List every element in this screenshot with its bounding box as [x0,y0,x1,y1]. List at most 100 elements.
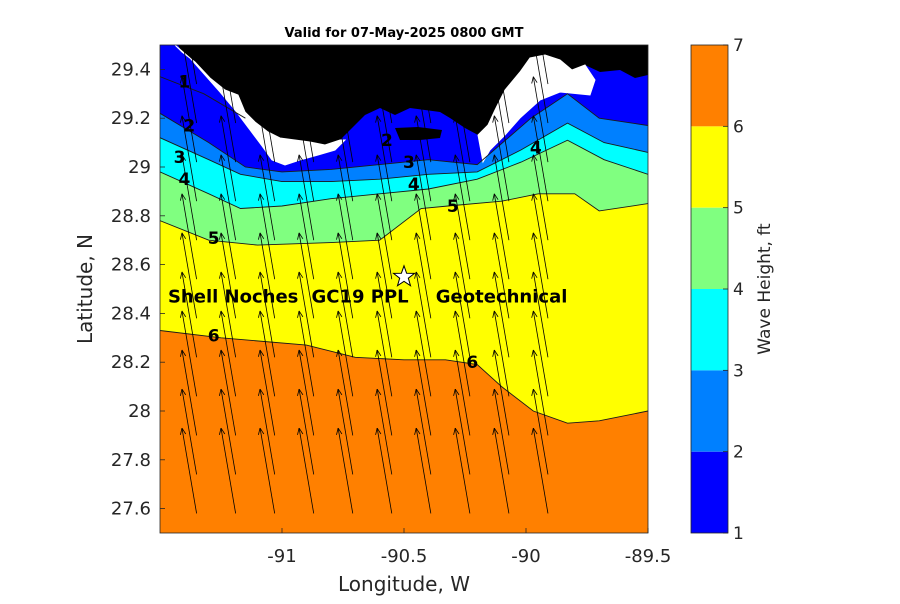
wave-arrow [219,76,237,163]
wave-arrow [219,271,237,358]
contour-label: 3 [174,148,186,168]
contour-label: 1 [178,73,190,93]
wave-arrow [495,45,510,124]
y-tick-label: 28.4 [111,303,151,324]
wave-arrow [492,115,510,202]
wave-arrow [531,271,549,358]
y-axis-ticks: 27.6 27.8 28 28.2 28.4 28.6 28.8 29 29.2 29.4 [111,59,165,520]
colorbar-tick-label: 5 [733,199,744,219]
y-tick-label: 27.8 [111,450,151,471]
wave-arrow [417,45,432,124]
wave-arrow [258,154,276,241]
wave-arrow [531,115,549,202]
wave-arrow [414,427,432,514]
wave-arrow [258,76,276,163]
wave-arrow [336,232,354,319]
chart-title: Valid for 07-May-2025 0800 GMT [285,26,524,41]
wave-arrow [297,232,315,319]
wave-arrow [375,154,393,241]
colorbar-segment [691,370,728,452]
wave-arrow [492,349,510,436]
wave-arrow [453,232,471,319]
wave-arrow [267,45,276,85]
wave-arrow [414,349,432,436]
wave-arrow [297,76,315,163]
site-label: Geotechnical [436,286,568,307]
wave-arrow [336,115,354,202]
wave-arrow [219,193,237,280]
wave-arrow [297,349,315,436]
colorbar-tick-label: 2 [733,443,744,463]
wave-arrow [531,427,549,514]
wave-arrow [492,271,510,358]
wave-arrow [414,388,432,475]
wave-arrow [297,310,315,397]
wave-arrow [180,310,197,397]
y-tick-label: 28 [128,401,151,422]
wave-arrow [534,45,549,124]
wave-arrow [297,154,315,241]
wave-arrow [375,310,393,397]
inner-bay [395,127,442,140]
wave-arrow [531,349,549,436]
y-tick-label: 27.6 [111,499,151,520]
contour-label: 3 [403,153,415,173]
site-label: GC19 PPL [312,286,409,307]
wave-arrow [414,232,432,319]
wave-arrow [258,115,276,202]
wave-arrow [336,310,354,397]
wave-arrow [258,388,276,475]
wave-arrow [462,45,471,85]
site-label: Shell Noches [168,286,298,307]
colorbar-tick-label: 3 [733,361,744,381]
wave-arrow [260,45,276,124]
wave-arrow [219,388,237,475]
wave-arrow [531,388,549,475]
wave-arrow [423,45,432,85]
wave-arrow [414,271,432,358]
contour-line-2 [160,93,648,173]
y-axis-label: Latitude, N [73,234,97,344]
wave-arrow [297,193,315,280]
y-tick-label: 28.8 [111,206,151,227]
colorbar-segment [691,45,728,127]
wave-arrow [221,45,237,124]
wave-arrow [228,45,237,85]
wave-arrow [414,115,432,202]
contour-line-1 [160,76,246,119]
x-tick-label: -91 [267,546,296,567]
wave-arrow [453,349,471,436]
wave-arrow [258,349,276,436]
wave-arrow [414,154,432,241]
wave-arrow [258,271,276,358]
wave-arrow [219,349,237,436]
y-tick-label: 28.6 [111,255,151,276]
delta-marsh-east [477,54,596,164]
contour-label: 4 [530,138,542,158]
wave-arrow [375,232,393,319]
contour-label: 4 [408,175,420,195]
colorbar-segment [691,126,728,208]
y-tick-label: 29.2 [111,108,151,129]
wave-arrow [456,45,471,124]
wave-arrow [180,76,197,163]
colorbar-tick-label: 4 [733,280,744,300]
wave-arrow [375,76,393,163]
wave-arrow [336,349,354,436]
wave-arrow [531,310,549,397]
wave-arrow [219,232,237,319]
x-tick-label: -90.5 [381,546,428,567]
contour-line-3 [160,122,648,183]
wave-arrow [336,193,354,280]
wave-arrow [258,193,276,280]
delta-marsh [174,45,347,166]
wave-arrow [219,427,237,514]
contour-label: 2 [381,131,393,151]
wave-arrow [453,154,471,241]
wave-arrow [375,388,393,475]
wave-arrow [453,271,471,358]
x-tick-label: -90 [511,546,540,567]
wave-arrow [180,271,197,358]
wave-arrow [180,115,197,202]
